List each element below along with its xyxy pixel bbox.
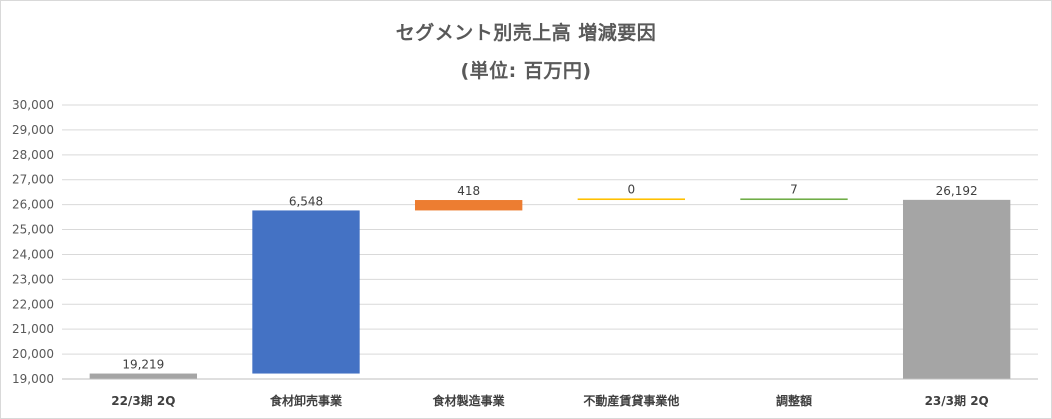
data-label: 418 <box>457 184 480 198</box>
y-tick-label: 21,000 <box>12 322 54 336</box>
y-tick-label: 19,000 <box>12 372 54 386</box>
y-tick-label: 26,000 <box>12 198 54 212</box>
y-tick-label: 23,000 <box>12 272 54 286</box>
y-axis: 19,000 20,000 21,000 22,000 23,000 24,000 25,0… <box>12 98 54 386</box>
data-label: 6,548 <box>289 194 323 208</box>
data-labels: 19,219 6,548 418 0 7 26,192 <box>122 182 977 371</box>
x-tick-label: 23/3期 2Q <box>925 393 989 408</box>
bar-3 <box>577 198 686 201</box>
y-tick-label: 20,000 <box>12 347 54 361</box>
data-label: 7 <box>790 182 798 196</box>
x-tick-label: 調整額 <box>776 393 812 408</box>
x-tick-label: 食材製造事業 <box>432 393 506 408</box>
bar-5 <box>902 199 1011 379</box>
data-label: 0 <box>628 182 636 196</box>
y-tick-label: 28,000 <box>12 148 54 162</box>
x-axis: 22/3期 2Q 食材卸売事業 食材製造事業 不動産賃貸事業他 調整額 23/3期 2Q <box>62 378 1038 408</box>
y-tick-label: 27,000 <box>12 173 54 187</box>
x-tick-label: 食材卸売事業 <box>269 393 343 408</box>
x-tick-label: 22/3期 2Q <box>111 393 175 408</box>
bars <box>89 198 1011 379</box>
bar-2 <box>414 200 523 211</box>
gridlines <box>62 104 1038 380</box>
x-tick-label: 不動産賃貸事業他 <box>583 393 679 408</box>
data-label: 26,192 <box>936 184 978 198</box>
y-tick-label: 30,000 <box>12 98 54 112</box>
y-tick-label: 25,000 <box>12 223 54 237</box>
chart-subtitle: (単位: 百万円) <box>460 60 592 82</box>
y-tick-label: 29,000 <box>12 123 54 137</box>
y-tick-label: 24,000 <box>12 247 54 261</box>
data-label: 19,219 <box>122 358 164 372</box>
chart-title: セグメント別売上高 増減要因 <box>395 22 657 44</box>
bar-1 <box>252 210 360 374</box>
y-tick-label: 22,000 <box>12 297 54 311</box>
bar-0 <box>89 373 198 379</box>
bar-4 <box>740 198 848 201</box>
